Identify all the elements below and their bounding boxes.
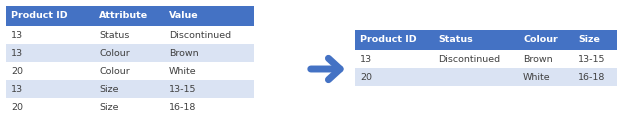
Bar xyxy=(6,98,94,116)
Bar xyxy=(573,68,617,86)
Bar xyxy=(433,50,518,68)
Bar xyxy=(164,80,254,98)
Bar xyxy=(94,62,164,80)
Bar xyxy=(164,62,254,80)
Text: White: White xyxy=(169,66,197,75)
Bar xyxy=(518,50,573,68)
Text: Status: Status xyxy=(99,30,129,39)
Bar xyxy=(94,44,164,62)
Bar xyxy=(164,26,254,44)
Bar xyxy=(355,30,433,50)
Bar xyxy=(94,98,164,116)
Text: Size: Size xyxy=(578,35,600,44)
Text: Colour: Colour xyxy=(523,35,558,44)
Bar xyxy=(94,26,164,44)
Bar xyxy=(94,6,164,26)
Bar xyxy=(518,68,573,86)
Text: Product ID: Product ID xyxy=(360,35,417,44)
Text: Value: Value xyxy=(169,12,198,20)
Text: Brown: Brown xyxy=(523,54,553,64)
Bar xyxy=(164,44,254,62)
Text: Size: Size xyxy=(99,85,119,94)
Text: Colour: Colour xyxy=(99,66,130,75)
Bar xyxy=(6,26,94,44)
Text: Product ID: Product ID xyxy=(11,12,67,20)
Bar xyxy=(518,30,573,50)
Text: White: White xyxy=(523,73,550,81)
Bar xyxy=(355,68,433,86)
Text: Brown: Brown xyxy=(169,49,198,58)
Bar xyxy=(164,98,254,116)
Text: 13-15: 13-15 xyxy=(169,85,197,94)
Text: Discontinued: Discontinued xyxy=(169,30,231,39)
Text: 13: 13 xyxy=(11,85,23,94)
Bar xyxy=(433,30,518,50)
Bar xyxy=(433,68,518,86)
Text: 13: 13 xyxy=(11,30,23,39)
Text: 16-18: 16-18 xyxy=(169,102,197,111)
Bar xyxy=(6,80,94,98)
Text: Attribute: Attribute xyxy=(99,12,148,20)
Text: Colour: Colour xyxy=(99,49,130,58)
Bar xyxy=(94,80,164,98)
Bar xyxy=(6,6,94,26)
Bar xyxy=(6,44,94,62)
Text: 13: 13 xyxy=(11,49,23,58)
Text: 16-18: 16-18 xyxy=(578,73,605,81)
Text: 20: 20 xyxy=(360,73,372,81)
Bar xyxy=(6,62,94,80)
Text: Size: Size xyxy=(99,102,119,111)
Text: 13: 13 xyxy=(360,54,372,64)
Text: 20: 20 xyxy=(11,102,23,111)
Text: 20: 20 xyxy=(11,66,23,75)
Text: 13-15: 13-15 xyxy=(578,54,605,64)
Text: Discontinued: Discontinued xyxy=(438,54,500,64)
Bar xyxy=(573,30,617,50)
Bar xyxy=(355,50,433,68)
Text: Status: Status xyxy=(438,35,473,44)
Bar xyxy=(164,6,254,26)
Bar xyxy=(573,50,617,68)
